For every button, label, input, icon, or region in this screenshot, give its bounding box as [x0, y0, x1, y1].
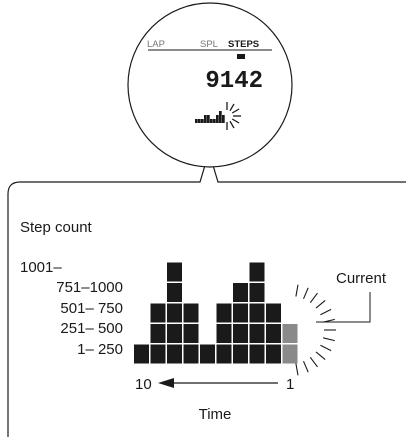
- bar-cell: [249, 283, 265, 302]
- bar-cell: [233, 303, 248, 323]
- bar-cell: [150, 324, 166, 343]
- steps-readout: 9142: [205, 68, 263, 95]
- mode-steps: STEPS: [228, 39, 259, 50]
- bar-cell: [167, 324, 182, 343]
- mini-bar: [210, 119, 213, 123]
- bar-cell: [167, 262, 182, 282]
- time-arrow: [158, 378, 278, 388]
- ray: [309, 292, 318, 304]
- bar-cell: [249, 324, 265, 343]
- legend-title: Step count: [20, 219, 93, 236]
- current-bar-cell: [282, 324, 298, 343]
- bar-cell: [216, 344, 232, 364]
- bar-cell: [233, 283, 248, 302]
- bar-cell: [150, 344, 166, 364]
- bar-cell: [233, 344, 248, 364]
- range-label: 1001–: [20, 259, 62, 276]
- axis-label-latest: 1: [286, 376, 294, 393]
- bar-cell: [216, 303, 232, 323]
- axis-title: Time: [199, 406, 232, 423]
- mini-bar: [213, 119, 216, 123]
- bar-cell: [249, 262, 265, 282]
- mode-indicator: [237, 54, 245, 59]
- bar-cell: [183, 344, 199, 364]
- mini-bar: [195, 119, 198, 123]
- ray: [302, 287, 309, 300]
- mode-lap: LAP: [147, 39, 165, 50]
- mini-bar: [198, 119, 201, 123]
- bar-cell: [266, 324, 281, 343]
- mini-step-graph: [195, 111, 225, 123]
- current-bar-cell: [282, 344, 298, 364]
- mini-bar: [204, 115, 207, 123]
- ray: [295, 363, 299, 376]
- range-label: 251– 500: [60, 320, 123, 337]
- bar-cell: [233, 324, 248, 343]
- bar-cell: [167, 344, 182, 364]
- ray: [231, 108, 240, 114]
- ray: [315, 299, 326, 309]
- range-label: 501– 750: [60, 300, 123, 317]
- axis-label-oldest: 10: [135, 376, 152, 393]
- mini-bar: [216, 115, 219, 123]
- current-highlight-rays: [295, 284, 336, 376]
- bar-cell: [249, 303, 265, 323]
- mini-bar: [201, 119, 204, 123]
- bar-cell: [200, 344, 215, 364]
- ray: [295, 284, 299, 297]
- bar-cell: [150, 303, 166, 323]
- ray: [322, 337, 335, 342]
- mode-spl: SPL: [200, 39, 218, 50]
- bar-cell: [183, 324, 199, 343]
- current-label: Current: [336, 270, 387, 287]
- range-label: 1– 250: [77, 341, 123, 358]
- ray: [229, 103, 235, 112]
- mini-bar: [219, 111, 222, 123]
- ray: [231, 118, 240, 124]
- bar-cell: [216, 324, 232, 343]
- current-leader-line: [316, 292, 371, 323]
- ray: [320, 344, 332, 352]
- current-blink-icon: [226, 102, 241, 130]
- bar-cell: [266, 303, 281, 323]
- bar-cell: [266, 344, 281, 364]
- range-labels: 1001– 751–1000 501– 750 251– 500 1– 250: [20, 259, 123, 358]
- mini-bar: [222, 115, 225, 123]
- bar-cell: [167, 303, 182, 323]
- ray: [315, 351, 326, 361]
- bar-cell: [167, 283, 182, 302]
- mini-bar: [207, 115, 210, 123]
- ray: [302, 360, 309, 373]
- ray: [320, 308, 332, 316]
- step-bar-chart: [134, 262, 298, 364]
- ray: [309, 356, 318, 368]
- bar-cell: [183, 303, 199, 323]
- ray: [229, 120, 235, 129]
- range-label: 751–1000: [56, 279, 123, 296]
- bar-cell: [134, 344, 149, 364]
- bar-cell: [249, 344, 265, 364]
- watch-face: LAP SPL STEPS 9142: [127, 2, 293, 168]
